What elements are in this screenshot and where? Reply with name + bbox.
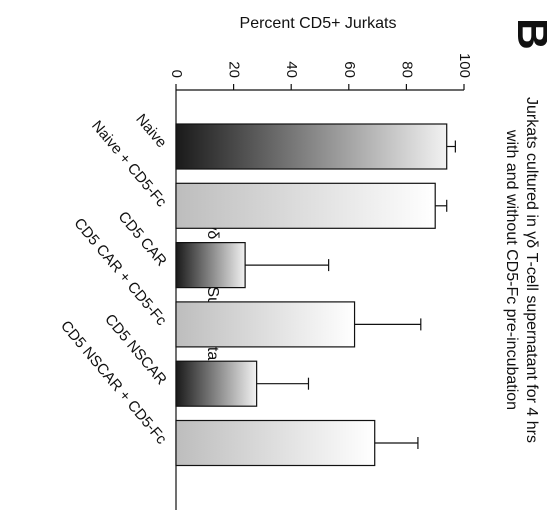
bar [175, 301, 356, 348]
value-tick-label: 80 [398, 61, 415, 78]
category-label: CD5 CAR + CD5-Fc [70, 215, 170, 329]
value-tick-label: 20 [226, 61, 243, 78]
value-tick-label: 100 [456, 53, 473, 78]
bar [175, 360, 258, 407]
value-tick-label: 40 [283, 61, 300, 78]
value-tick-label: 60 [341, 61, 358, 78]
chart-title-line-1: Jurkats cultured in γδ T-cell supernatan… [523, 97, 540, 443]
chart-title-line-2: with and without CD5-Fc pre-incubation [503, 129, 520, 410]
value-ticks: 0 20 40 60 80 100 [168, 53, 473, 90]
bar [175, 242, 246, 289]
bar [175, 419, 376, 467]
value-tick-label: 0 [168, 70, 185, 78]
bars-group [175, 123, 456, 467]
bar [175, 182, 436, 229]
category-label: Naive [132, 111, 170, 151]
bar [175, 123, 448, 170]
y-axis-label: Percent CD5+ Jurkats [240, 15, 397, 32]
panel-label: B [508, 18, 547, 50]
